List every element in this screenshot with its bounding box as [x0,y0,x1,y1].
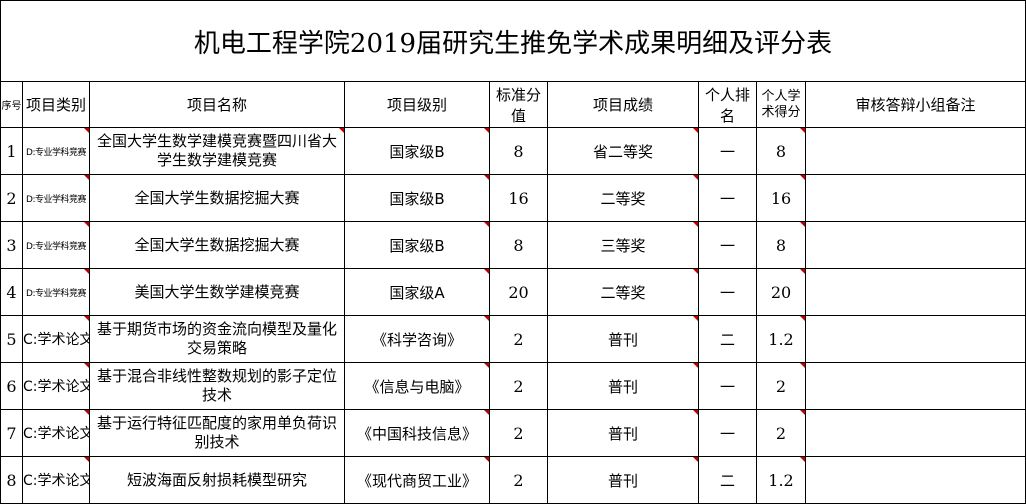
cell-level[interactable]: 《信息与电脑》 [344,362,490,410]
results-table: 序号 项目类别 项目名称 项目级别 标准分值 项目成绩 个人排名 个人学术得分 … [0,81,1026,504]
cell-category[interactable]: D:专业学科竞赛 [22,268,90,316]
cell-level[interactable]: 国家级B [344,221,490,269]
cell-seq[interactable]: 7 [0,409,23,457]
cell-standard[interactable]: 2 [489,409,548,457]
cell-rank[interactable]: 一 [698,362,757,410]
cell-score[interactable]: 20 [756,268,806,316]
cell-result[interactable]: 普刊 [547,362,699,410]
cell-score[interactable]: 16 [756,174,806,222]
cell-rank[interactable]: 一 [698,174,757,222]
cell-seq[interactable]: 8 [0,456,23,504]
cell-name[interactable]: 基于混合非线性整数规划的影子定位技术 [89,362,345,410]
cell-result[interactable]: 二等奖 [547,174,699,222]
cell-result[interactable]: 普刊 [547,456,699,504]
cell-category[interactable]: C:学术论文 [22,456,90,504]
table-row: 2 D:专业学科竞赛 全国大学生数据挖掘大赛 国家级B 16 二等奖 一 16 [0,174,1026,222]
cell-result[interactable]: 普刊 [547,315,699,363]
cell-rank[interactable]: 二 [698,315,757,363]
cell-remark[interactable] [805,221,1026,269]
table-row: 8 C:学术论文 短波海面反射损耗模型研究 《现代商贸工业》 2 普刊 二 1.… [0,456,1026,504]
cell-remark[interactable] [805,362,1026,410]
header-remark: 审核答辩小组备注 [805,81,1026,128]
cell-seq[interactable]: 5 [0,315,23,363]
cell-standard[interactable]: 20 [489,268,548,316]
cell-score[interactable]: 1.2 [756,456,806,504]
cell-category[interactable]: C:学术论文 [22,409,90,457]
cell-level[interactable]: 国家级B [344,127,490,175]
cell-category[interactable]: D:专业学科竞赛 [22,174,90,222]
header-seq: 序号 [0,81,23,128]
cell-name[interactable]: 全国大学生数学建模竞赛暨四川省大学生数学建模竞赛 [89,127,345,175]
cell-score[interactable]: 2 [756,409,806,457]
header-category: 项目类别 [22,81,90,128]
header-row: 序号 项目类别 项目名称 项目级别 标准分值 项目成绩 个人排名 个人学术得分 … [0,81,1026,128]
table-row: 3 D:专业学科竞赛 全国大学生数据挖掘大赛 国家级B 8 三等奖 一 8 [0,221,1026,269]
table-row: 6 C:学术论文 基于混合非线性整数规划的影子定位技术 《信息与电脑》 2 普刊… [0,362,1026,410]
cell-remark[interactable] [805,268,1026,316]
cell-rank[interactable]: 一 [698,221,757,269]
cell-rank[interactable]: 一 [698,127,757,175]
cell-standard[interactable]: 2 [489,362,548,410]
header-score: 个人学术得分 [756,81,806,128]
header-standard: 标准分值 [489,81,548,128]
cell-remark[interactable] [805,409,1026,457]
cell-level[interactable]: 国家级B [344,174,490,222]
cell-category[interactable]: C:学术论文 [22,315,90,363]
cell-result[interactable]: 省二等奖 [547,127,699,175]
cell-level[interactable]: 《中国科技信息》 [344,409,490,457]
cell-remark[interactable] [805,456,1026,504]
table-title: 机电工程学院2019届研究生推免学术成果明细及评分表 [0,0,1026,81]
cell-category[interactable]: D:专业学科竞赛 [22,127,90,175]
cell-rank[interactable]: 一 [698,409,757,457]
cell-seq[interactable]: 2 [0,174,23,222]
header-result: 项目成绩 [547,81,699,128]
cell-result[interactable]: 普刊 [547,409,699,457]
cell-category[interactable]: C:学术论文 [22,362,90,410]
cell-level[interactable]: 《现代商贸工业》 [344,456,490,504]
table-row: 4 D:专业学科竞赛 美国大学生数学建模竞赛 国家级A 20 二等奖 一 20 [0,268,1026,316]
header-rank: 个人排名 [698,81,757,128]
cell-rank[interactable]: 一 [698,268,757,316]
cell-name[interactable]: 基于期货市场的资金流向模型及量化交易策略 [89,315,345,363]
cell-seq[interactable]: 3 [0,221,23,269]
cell-name[interactable]: 全国大学生数据挖掘大赛 [89,174,345,222]
cell-category[interactable]: D:专业学科竞赛 [22,221,90,269]
cell-name[interactable]: 短波海面反射损耗模型研究 [89,456,345,504]
cell-standard[interactable]: 2 [489,456,548,504]
cell-seq[interactable]: 6 [0,362,23,410]
cell-level[interactable]: 国家级A [344,268,490,316]
cell-standard[interactable]: 8 [489,127,548,175]
header-name: 项目名称 [89,81,345,128]
cell-name[interactable]: 基于运行特征匹配度的家用单负荷识别技术 [89,409,345,457]
cell-score[interactable]: 8 [756,127,806,175]
cell-remark[interactable] [805,315,1026,363]
cell-name[interactable]: 全国大学生数据挖掘大赛 [89,221,345,269]
cell-level[interactable]: 《科学咨询》 [344,315,490,363]
cell-result[interactable]: 二等奖 [547,268,699,316]
cell-standard[interactable]: 2 [489,315,548,363]
cell-rank[interactable]: 二 [698,456,757,504]
cell-seq[interactable]: 1 [0,127,23,175]
table-row: 5 C:学术论文 基于期货市场的资金流向模型及量化交易策略 《科学咨询》 2 普… [0,315,1026,363]
table-row: 1 D:专业学科竞赛 全国大学生数学建模竞赛暨四川省大学生数学建模竞赛 国家级B… [0,127,1026,175]
cell-score[interactable]: 8 [756,221,806,269]
cell-standard[interactable]: 8 [489,221,548,269]
cell-result[interactable]: 三等奖 [547,221,699,269]
cell-remark[interactable] [805,127,1026,175]
table-row: 7 C:学术论文 基于运行特征匹配度的家用单负荷识别技术 《中国科技信息》 2 … [0,409,1026,457]
cell-score[interactable]: 2 [756,362,806,410]
cell-score[interactable]: 1.2 [756,315,806,363]
cell-standard[interactable]: 16 [489,174,548,222]
cell-name[interactable]: 美国大学生数学建模竞赛 [89,268,345,316]
header-level: 项目级别 [344,81,490,128]
cell-seq[interactable]: 4 [0,268,23,316]
cell-remark[interactable] [805,174,1026,222]
